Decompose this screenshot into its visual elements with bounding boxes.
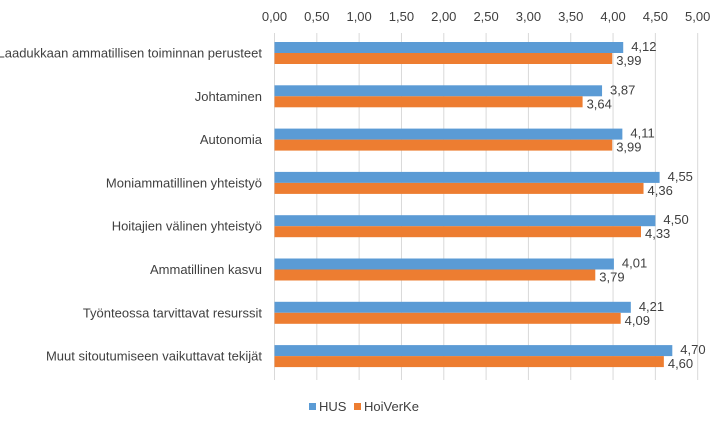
data-label: 4,36 [648,183,673,198]
data-label: 3,99 [616,140,641,155]
category-label: Laadukkaan ammatillisen toiminnan perust… [0,46,262,61]
data-label: 4,55 [668,169,693,184]
bar-hus [274,301,631,313]
data-label: 4,09 [625,313,650,328]
category-label: Hoitajien välinen yhteistyö [112,219,262,234]
bar-hus [274,128,623,140]
x-tick-label: 0,00 [262,9,287,24]
legend-label: HUS [319,399,347,414]
legend-swatch-hoiverke [354,403,361,410]
bar-hus [274,85,603,97]
bar-hoiverke [274,269,596,281]
x-tick-label: 1,00 [346,9,371,24]
category-label: Ammatillinen kasvu [150,262,262,277]
category-label: Autonomia [200,132,263,147]
bar-hus [274,171,660,183]
data-label: 3,64 [587,96,612,111]
data-label: 4,33 [645,226,670,241]
bar-hoiverke [274,226,641,238]
bar-hus [274,345,673,357]
legend-swatch-hus [309,403,316,410]
bar-hoiverke [274,182,644,194]
bar-hus [274,215,656,227]
x-tick-label: 4,50 [643,9,668,24]
category-label: Muut sitoutumiseen vaikuttavat tekijät [46,349,262,364]
x-tick-label: 3,50 [558,9,583,24]
x-tick-label: 5,00 [685,9,710,24]
category-label: Työnteossa tarvittavat resurssit [83,305,263,320]
bar-hus [274,42,624,53]
data-label: 4,60 [668,356,693,371]
bar-hoiverke [274,139,613,151]
data-label: 3,79 [599,270,624,285]
x-tick-label: 1,50 [389,9,414,24]
data-label: 4,70 [680,342,705,357]
category-label: Johtaminen [195,89,262,104]
bar-hoiverke [274,53,613,64]
bar-hoiverke [274,312,621,324]
bar-hoiverke [274,96,583,108]
x-tick-label: 0,50 [304,9,329,24]
data-label: 3,99 [616,53,641,68]
x-tick-label: 4,00 [600,9,625,24]
data-label: 4,21 [639,299,664,314]
data-label: 4,12 [631,39,656,54]
legend-label: HoiVerKe [364,399,419,414]
bar-hus [274,258,614,270]
data-label: 3,87 [610,82,635,97]
data-label: 4,11 [630,126,654,141]
x-tick-label: 2,00 [431,9,456,24]
data-label: 4,01 [622,256,647,271]
data-label: 4,50 [663,212,688,227]
x-tick-label: 3,00 [516,9,541,24]
category-label: Moniammatillinen yhteistyö [106,175,262,190]
bar-hoiverke [274,356,664,368]
x-tick-label: 2,50 [473,9,498,24]
